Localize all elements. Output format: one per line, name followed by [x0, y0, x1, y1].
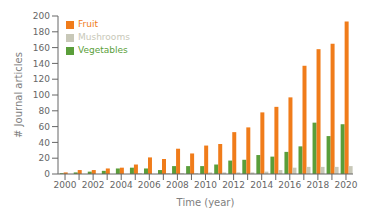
svg-text:Time (year): Time (year) — [176, 197, 235, 208]
svg-text:2012: 2012 — [222, 180, 245, 190]
html-text:Vegetables: Vegetables — [78, 45, 128, 55]
svg-text:140: 140 — [33, 59, 50, 69]
svg-text:2002: 2002 — [82, 180, 105, 190]
svg-text:80: 80 — [39, 106, 51, 116]
svg-text:120: 120 — [33, 74, 50, 84]
svg-text:# Journal articles: # Journal articles — [13, 52, 24, 138]
svg-text:100: 100 — [33, 90, 50, 100]
svg-text:2018: 2018 — [306, 180, 329, 190]
svg-text:0: 0 — [44, 169, 50, 179]
svg-text:40: 40 — [39, 138, 51, 148]
svg-text:2020: 2020 — [335, 180, 358, 190]
html-text:Mushrooms: Mushrooms — [78, 32, 130, 42]
svg-text:200: 200 — [33, 11, 50, 21]
svg-text:160: 160 — [33, 43, 50, 53]
svg-text:2000: 2000 — [54, 180, 77, 190]
svg-text:2010: 2010 — [194, 180, 217, 190]
svg-text:2004: 2004 — [110, 180, 133, 190]
svg-text:2014: 2014 — [250, 180, 273, 190]
svg-text:20: 20 — [39, 153, 51, 163]
svg-text:2006: 2006 — [138, 180, 161, 190]
svg-text:2016: 2016 — [278, 180, 301, 190]
svg-text:60: 60 — [39, 122, 51, 132]
html-text:Fruit: Fruit — [78, 19, 98, 29]
svg-text:2008: 2008 — [166, 180, 189, 190]
svg-text:180: 180 — [33, 27, 50, 37]
